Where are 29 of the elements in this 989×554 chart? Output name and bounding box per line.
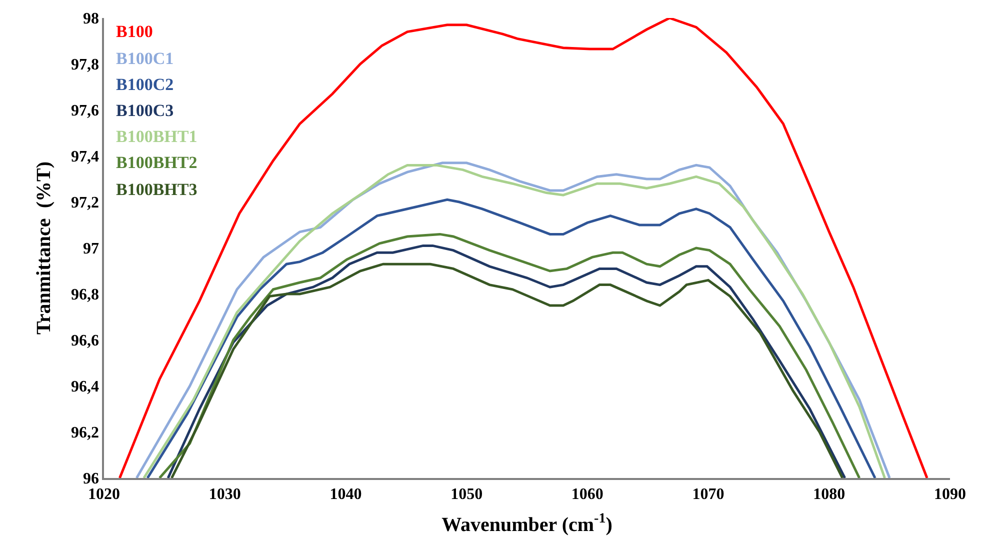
x-tick-label: 1020 xyxy=(88,486,120,503)
text: B100C2 xyxy=(116,75,174,94)
x-tick-label: 1080 xyxy=(813,486,846,503)
x-tick-label: 1040 xyxy=(330,486,362,503)
text: B100BHT2 xyxy=(116,153,198,172)
x-tick-label: 1050 xyxy=(450,486,483,503)
x-tick-label: 1070 xyxy=(692,486,724,503)
y-axis-title: Tranmittance (%T) xyxy=(33,162,56,334)
line-series xyxy=(118,18,928,478)
text: B100C1 xyxy=(116,49,174,68)
x-axis-title: Wavenumber (cm$^{-1}$) xyxy=(442,512,612,536)
x-tick-label: 1090 xyxy=(934,486,966,503)
y-tick-label: 96,8 xyxy=(71,286,100,304)
x-tick-label: 1030 xyxy=(208,486,241,503)
text: B100C3 xyxy=(116,101,174,120)
text: B100BHT3 xyxy=(116,180,198,199)
y-tick-label: 96 xyxy=(83,470,100,488)
text: B100 xyxy=(116,22,153,41)
text: B100BHT1 xyxy=(116,127,198,146)
x-tick-label: 1060 xyxy=(571,486,604,503)
y-tick-label: 97,8 xyxy=(71,56,100,74)
y-tick-label: 96,6 xyxy=(71,332,100,350)
y-tick-label: 97,4 xyxy=(71,148,100,166)
y-tick-label: 98 xyxy=(83,10,100,28)
y-tick-label: 97,6 xyxy=(71,102,100,120)
y-tick-label: 96,2 xyxy=(71,424,100,442)
y-tick-label: 97,2 xyxy=(71,194,100,212)
y-tick-label: 97 xyxy=(83,240,100,258)
y-tick-label: 96,4 xyxy=(71,378,100,396)
